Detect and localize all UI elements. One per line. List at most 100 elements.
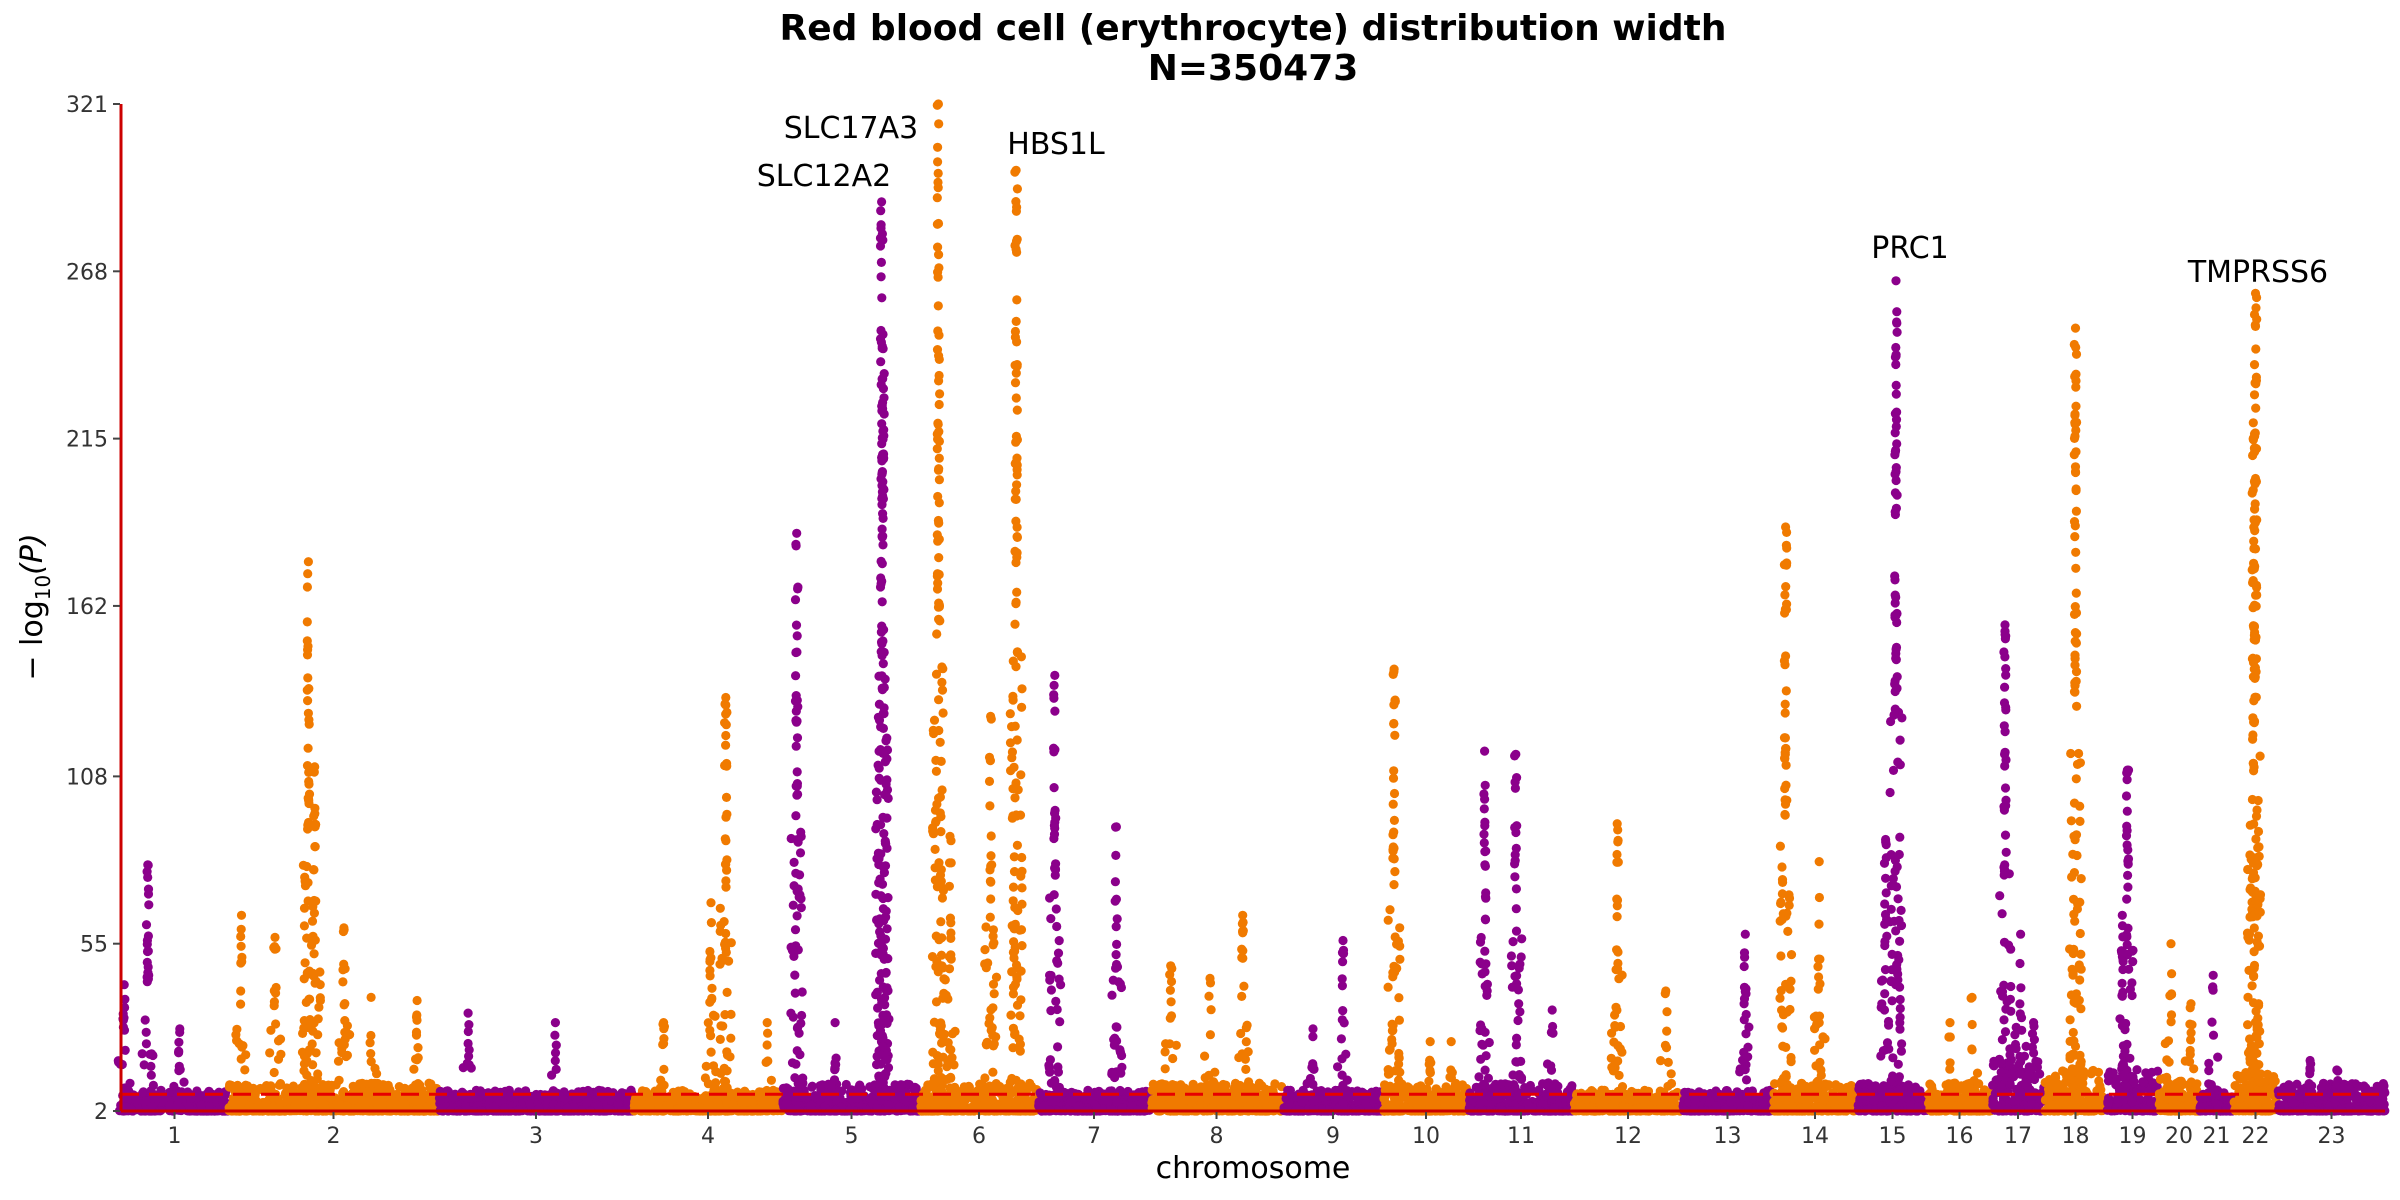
data-point	[797, 987, 807, 997]
data-point	[933, 418, 943, 428]
peak-top-point	[550, 1018, 561, 1028]
data-point	[792, 790, 802, 800]
data-point	[1012, 963, 1022, 973]
data-point	[658, 1039, 668, 1050]
data-point	[448, 1092, 458, 1102]
data-point	[1112, 914, 1122, 924]
data-point	[878, 943, 889, 954]
data-point	[1169, 1096, 1179, 1107]
data-point	[1160, 1064, 1170, 1074]
data-point	[946, 928, 956, 938]
peak-top-point	[792, 528, 802, 538]
data-point	[934, 354, 944, 364]
data-point	[304, 776, 314, 787]
data-point	[705, 971, 715, 981]
data-point	[934, 475, 945, 485]
data-point	[303, 696, 313, 706]
data-point	[1010, 619, 1020, 629]
data-point	[659, 1080, 669, 1090]
data-point	[878, 513, 888, 524]
data-point	[275, 1034, 286, 1044]
peak-top-point	[143, 860, 153, 870]
data-point	[1171, 1040, 1181, 1050]
data-point	[1009, 852, 1019, 862]
chart-title: Red blood cell (erythrocyte) distributio…	[779, 8, 1726, 49]
chromosome-1-points	[113, 860, 233, 1116]
data-point	[721, 882, 731, 892]
data-point	[880, 838, 891, 848]
data-point	[302, 582, 312, 592]
data-point	[792, 835, 802, 845]
data-point	[1107, 1067, 1117, 1077]
data-point	[1012, 532, 1023, 543]
data-point	[1166, 976, 1177, 987]
data-point	[987, 860, 997, 870]
data-point	[302, 650, 313, 660]
data-point	[218, 1097, 228, 1107]
data-point	[236, 941, 246, 951]
data-point	[1218, 1084, 1228, 1094]
data-point	[791, 620, 802, 630]
data-point	[933, 218, 944, 229]
data-point	[364, 1089, 374, 1099]
data-point	[882, 813, 892, 823]
data-point	[1008, 695, 1018, 705]
data-point	[310, 803, 320, 813]
data-point	[186, 1093, 196, 1103]
data-point	[989, 938, 999, 948]
data-point	[582, 1097, 592, 1107]
data-point	[786, 1008, 796, 1018]
data-point	[1203, 1094, 1213, 1104]
peak-top-point	[236, 910, 247, 920]
data-point	[1017, 684, 1027, 694]
data-point	[929, 1017, 940, 1027]
data-point	[1012, 460, 1022, 470]
data-point	[986, 1005, 996, 1015]
data-point	[269, 1001, 279, 1011]
data-point	[882, 775, 892, 785]
data-point	[882, 1018, 892, 1028]
data-point	[880, 934, 891, 944]
data-point	[1051, 996, 1061, 1007]
data-point	[971, 1096, 981, 1106]
data-point	[309, 865, 319, 875]
data-point	[879, 829, 889, 839]
data-point	[936, 917, 946, 927]
data-point	[878, 747, 888, 757]
data-point	[792, 767, 802, 777]
data-point	[132, 1095, 142, 1105]
peak-top-point	[270, 932, 280, 943]
peak-top-point	[412, 995, 422, 1006]
data-point	[793, 884, 803, 894]
data-point	[879, 453, 889, 463]
data-point	[935, 389, 945, 399]
data-point	[1109, 1035, 1119, 1045]
data-point	[981, 963, 991, 973]
data-point	[1251, 1084, 1261, 1094]
data-point	[1012, 480, 1022, 490]
data-point	[120, 994, 130, 1004]
data-point	[708, 1010, 719, 1020]
data-point	[882, 924, 892, 934]
data-point	[1045, 1067, 1055, 1077]
data-point	[141, 1096, 151, 1106]
data-point	[310, 842, 320, 852]
data-point	[795, 1050, 805, 1060]
peak-top-point	[175, 1024, 185, 1034]
data-point	[934, 935, 944, 945]
data-point	[720, 834, 730, 844]
data-point	[196, 1100, 206, 1110]
data-point	[1011, 206, 1022, 216]
data-point	[934, 518, 944, 528]
data-point	[144, 900, 154, 910]
data-point	[792, 733, 803, 743]
data-point	[141, 920, 152, 930]
data-point	[878, 636, 888, 646]
data-point	[934, 598, 944, 608]
data-point	[1205, 1030, 1215, 1040]
data-point	[791, 811, 801, 821]
data-point	[988, 1067, 998, 1077]
data-point	[307, 1039, 317, 1049]
data-point	[791, 671, 801, 681]
